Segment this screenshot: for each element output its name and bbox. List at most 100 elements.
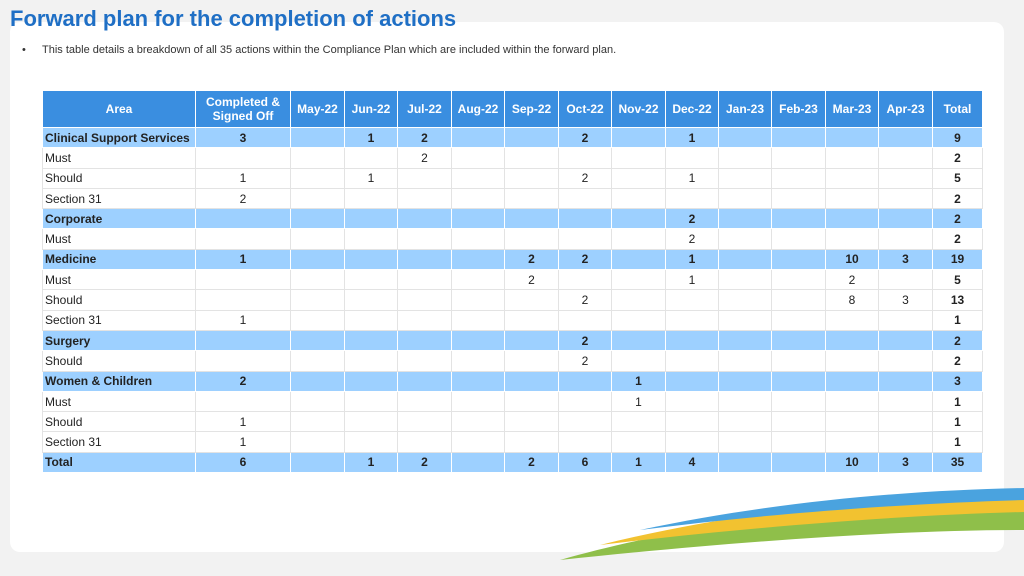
- cell: [290, 289, 345, 311]
- header-row: Area Completed & Signed Off May-22 Jun-22 Ju…: [42, 90, 983, 128]
- cell: 1: [195, 431, 291, 453]
- cell: [504, 167, 559, 189]
- cell: 5: [932, 167, 983, 189]
- bullet-text: This table details a breakdown of all 35…: [42, 44, 617, 56]
- cell: [611, 167, 666, 189]
- row-label: Must: [42, 390, 196, 413]
- cell: [451, 167, 505, 189]
- cell: [771, 411, 826, 433]
- cell: [718, 269, 772, 291]
- row-label: Should: [42, 411, 196, 433]
- cell: [451, 208, 505, 230]
- cell: [397, 228, 452, 250]
- column-header: Aug-22: [451, 90, 505, 128]
- cell: [290, 370, 345, 392]
- cell: [344, 147, 398, 169]
- detail-row: Section 31 1 1: [42, 431, 983, 453]
- cell: [611, 289, 666, 311]
- cell: 3: [878, 451, 933, 474]
- cell: 2: [504, 451, 559, 474]
- cell: [718, 248, 772, 271]
- cell: [451, 329, 505, 352]
- cell: [504, 370, 559, 392]
- cell: 2: [932, 350, 983, 372]
- cell: [665, 370, 719, 392]
- cell: [611, 126, 666, 149]
- cell: [771, 167, 826, 189]
- cell: 2: [558, 329, 612, 352]
- row-label: Total: [42, 451, 196, 474]
- cell: [558, 390, 612, 413]
- cell: 6: [558, 451, 612, 474]
- column-header: Jul-22: [397, 90, 452, 128]
- cell: 2: [504, 269, 559, 291]
- cell: 6: [195, 451, 291, 474]
- cell: [344, 208, 398, 230]
- cell: 1: [932, 431, 983, 453]
- cell: [771, 350, 826, 372]
- cell: [878, 329, 933, 352]
- column-header: Dec-22: [665, 90, 719, 128]
- cell: [290, 411, 345, 433]
- cell: [558, 370, 612, 392]
- cell: 2: [932, 187, 983, 210]
- cell: [878, 187, 933, 210]
- cell: [825, 208, 879, 230]
- cell: [771, 228, 826, 250]
- cell: 1: [195, 411, 291, 433]
- cell: [611, 411, 666, 433]
- group-row: Corporate 2 2: [42, 208, 983, 230]
- cell: 2: [558, 248, 612, 271]
- cell: [718, 289, 772, 311]
- cell: 1: [611, 451, 666, 474]
- cell: [665, 187, 719, 210]
- cell: [825, 390, 879, 413]
- cell: [558, 411, 612, 433]
- cell: [771, 208, 826, 230]
- cell: 3: [878, 248, 933, 271]
- cell: [290, 309, 345, 331]
- cell: 2: [397, 126, 452, 149]
- cell: [771, 309, 826, 331]
- cell: [290, 269, 345, 291]
- cell: [195, 289, 291, 311]
- cell: [397, 167, 452, 189]
- cell: [771, 289, 826, 311]
- cell: 1: [344, 451, 398, 474]
- cell: [878, 167, 933, 189]
- cell: [718, 147, 772, 169]
- cell: 9: [932, 126, 983, 149]
- cell: [451, 411, 505, 433]
- cell: [344, 187, 398, 210]
- cell: [771, 370, 826, 392]
- cell: [718, 431, 772, 453]
- cell: [878, 147, 933, 169]
- cell: [878, 309, 933, 331]
- cell: [611, 269, 666, 291]
- cell: [611, 208, 666, 230]
- cell: [771, 431, 826, 453]
- cell: [878, 390, 933, 413]
- cell: [195, 147, 291, 169]
- title: Forward plan for the completion of actio…: [10, 6, 457, 31]
- row-label: Medicine: [42, 248, 196, 271]
- cell: 1: [195, 309, 291, 331]
- cell: [718, 228, 772, 250]
- detail-row: Should 2 2: [42, 350, 983, 372]
- cell: [451, 451, 505, 474]
- cell: 4: [665, 451, 719, 474]
- cell: 13: [932, 289, 983, 311]
- column-header: Sep-22: [504, 90, 559, 128]
- cell: [504, 411, 559, 433]
- cell: 19: [932, 248, 983, 271]
- cell: 1: [932, 411, 983, 433]
- cell: [718, 411, 772, 433]
- row-label: Corporate: [42, 208, 196, 230]
- cell: [718, 370, 772, 392]
- cell: 10: [825, 451, 879, 474]
- cell: [558, 269, 612, 291]
- bullet: This table details a breakdown of all 35…: [22, 44, 617, 56]
- cell: 2: [397, 451, 452, 474]
- cell: [611, 431, 666, 453]
- cell: [344, 411, 398, 433]
